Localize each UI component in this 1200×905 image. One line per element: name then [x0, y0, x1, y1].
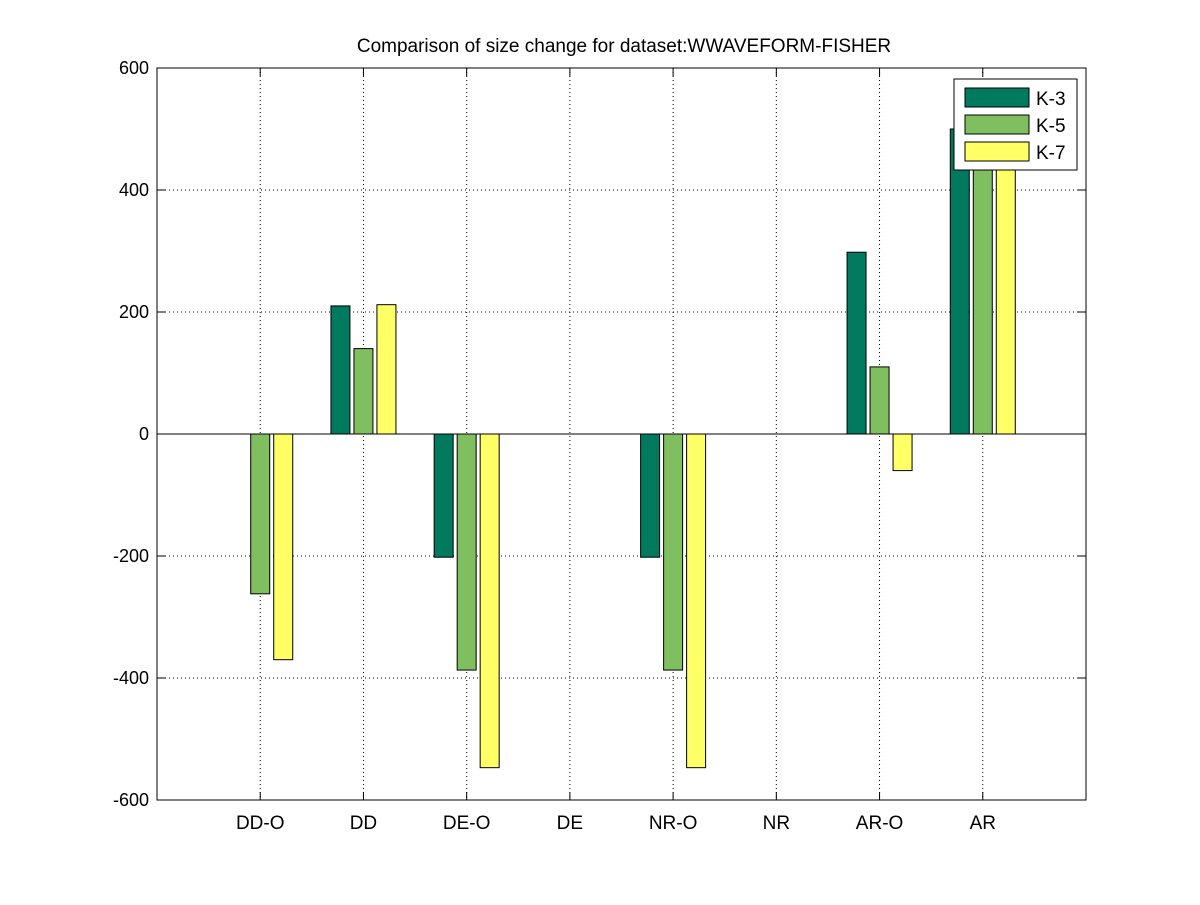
- x-tick-label: DD-O: [236, 813, 285, 834]
- legend-swatch-k-7: [964, 141, 1030, 162]
- y-tick-label: 400: [119, 180, 149, 200]
- x-tick-label: AR: [970, 813, 996, 834]
- bar-k-3-ar-o: [846, 251, 867, 435]
- bar-k-5-dd-o: [250, 433, 271, 595]
- legend-label: K-5: [1036, 116, 1066, 137]
- legend-label: K-7: [1036, 143, 1066, 164]
- bar-k-5-ar-o: [869, 366, 890, 435]
- bar-k-3-de-o: [433, 433, 454, 558]
- x-tick-label: DE: [557, 813, 583, 834]
- legend-swatch-k-3: [964, 87, 1030, 108]
- bar-k-3-ar: [949, 128, 970, 435]
- bar-k-7-dd-o: [273, 433, 294, 661]
- bar-k-7-nr-o: [686, 433, 707, 769]
- bar-k-7-de-o: [479, 433, 500, 769]
- bar-k-7-dd: [376, 304, 397, 435]
- bar-k-5-nr-o: [663, 433, 684, 671]
- legend-swatch-k-5: [964, 114, 1030, 135]
- bar-k-3-dd: [330, 305, 351, 435]
- legend: K-3 K-5 K-7: [953, 78, 1078, 171]
- chart-title: Comparison of size change for dataset:WW…: [357, 36, 891, 57]
- x-tick-label: NR: [763, 813, 790, 834]
- bar-k-5-ar: [972, 128, 993, 435]
- bar-k-5-dd: [353, 348, 374, 435]
- y-axis-ticks: -600 -400 -200 0 200 400 600: [113, 58, 1086, 810]
- x-tick-label: AR-O: [856, 813, 904, 834]
- y-tick-label: 0: [139, 424, 149, 444]
- bar-k-7-ar: [995, 128, 1016, 435]
- y-tick-label: -400: [113, 668, 149, 688]
- y-tick-label: 200: [119, 302, 149, 322]
- bar-k-3-nr-o: [640, 433, 661, 558]
- y-tick-label: 600: [119, 58, 149, 78]
- bars: [250, 128, 1016, 769]
- x-tick-label: DD: [350, 813, 377, 834]
- y-tick-label: -600: [113, 790, 149, 810]
- y-tick-label: -200: [113, 546, 149, 566]
- x-tick-label: NR-O: [649, 813, 698, 834]
- legend-label: K-3: [1036, 89, 1066, 110]
- bar-k-5-de-o: [456, 433, 477, 671]
- bar-k-7-ar-o: [892, 433, 913, 472]
- x-axis-ticks: DD-O DD DE-O DE NR-O NR AR-O AR: [236, 68, 996, 834]
- x-tick-label: DE-O: [443, 813, 491, 834]
